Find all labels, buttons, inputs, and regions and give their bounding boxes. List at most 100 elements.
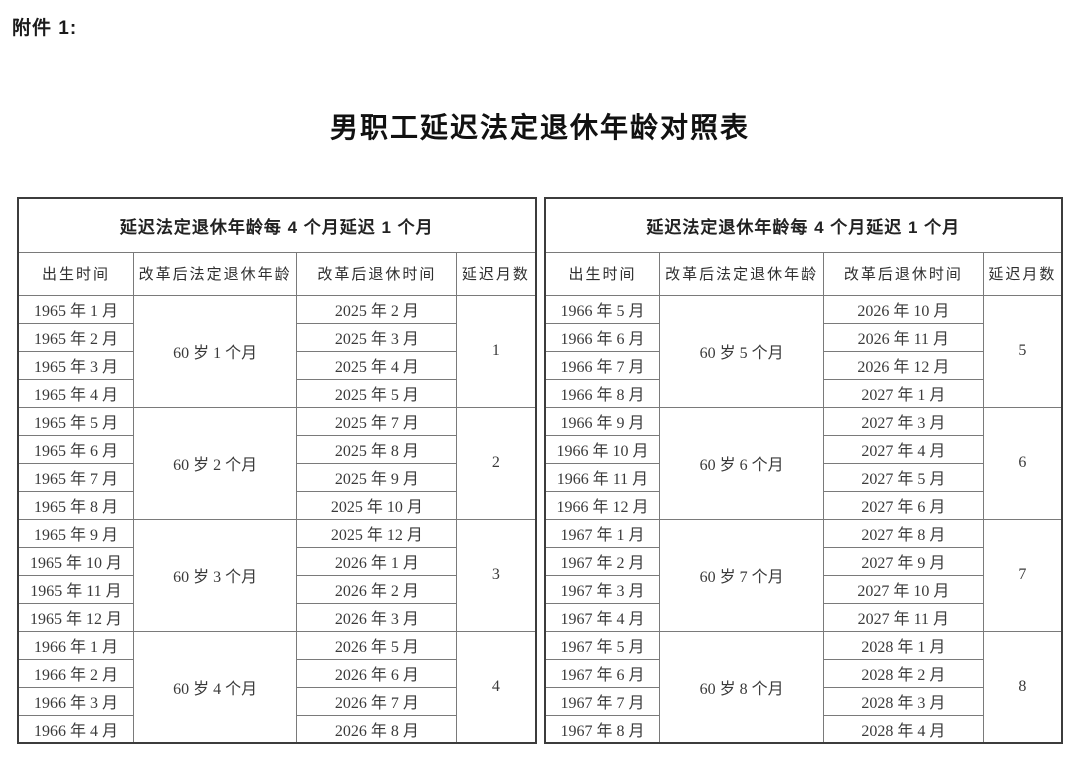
delay-months-cell: 1 [456, 294, 536, 408]
birth-month-cell: 1967 年 6 月 [543, 658, 661, 688]
retirement-table-left-panel: 延迟法定退休年龄每 4 个月延迟 1 个月 出生时间 改革后法定退休年龄 改革后… [17, 197, 537, 744]
birth-month-cell: 1966 年 1 月 [17, 630, 134, 660]
retire-month-cell: 2027 年 9 月 [822, 546, 984, 576]
retire-month-cell: 2026 年 11 月 [822, 322, 984, 352]
birth-month-cell: 1967 年 7 月 [543, 686, 661, 716]
column-header-retirement-age: 改革后法定退休年龄 [132, 251, 298, 296]
column-header-retirement-age: 改革后法定退休年龄 [659, 251, 824, 296]
birth-month-cell: 1965 年 10 月 [17, 546, 134, 576]
retire-month-cell: 2028 年 3 月 [822, 686, 984, 716]
birth-month-cell: 1966 年 12 月 [543, 490, 661, 520]
retire-month-cell: 2025 年 5 月 [296, 378, 458, 408]
birth-month-cell: 1966 年 2 月 [17, 658, 134, 688]
table-row: 1965 年 2 月 2025 年 3 月 [17, 322, 536, 352]
group-header: 延迟法定退休年龄每 4 个月延迟 1 个月 [17, 197, 536, 253]
birth-month-cell: 1966 年 5 月 [543, 294, 661, 324]
birth-month-cell: 1967 年 8 月 [543, 714, 661, 744]
birth-month-cell: 1967 年 4 月 [543, 602, 661, 632]
retirement-age-cell: 60 岁 4 个月 [132, 630, 298, 744]
retire-month-cell: 2025 年 4 月 [296, 350, 458, 380]
delay-months-cell: 8 [982, 630, 1063, 744]
group-header: 延迟法定退休年龄每 4 个月延迟 1 个月 [544, 197, 1063, 253]
birth-month-cell: 1966 年 3 月 [17, 686, 134, 716]
retirement-age-cell: 60 岁 2 个月 [132, 406, 298, 520]
comparison-tables-container: 延迟法定退休年龄每 4 个月延迟 1 个月 出生时间 改革后法定退休年龄 改革后… [17, 197, 1063, 744]
retire-month-cell: 2027 年 5 月 [822, 462, 984, 492]
birth-month-cell: 1967 年 5 月 [543, 630, 661, 660]
retire-month-cell: 2028 年 4 月 [822, 714, 984, 744]
table-row: 1966 年 6 月 2026 年 11 月 [543, 322, 1063, 352]
attachment-label: 附件 1: [12, 18, 78, 39]
delay-months-cell: 3 [456, 518, 536, 632]
birth-month-cell: 1965 年 12 月 [17, 602, 134, 632]
column-header-retire-time: 改革后退休时间 [822, 251, 984, 296]
table-row: 1965 年 6 月 2025 年 8 月 [17, 434, 536, 464]
table-row: 1965 年 3 月 2025 年 4 月 [17, 350, 536, 380]
retire-month-cell: 2025 年 10 月 [296, 490, 458, 520]
table-row: 1965 年 4 月 2025 年 5 月 [17, 378, 536, 408]
birth-month-cell: 1965 年 11 月 [17, 574, 134, 604]
retire-month-cell: 2026 年 7 月 [296, 686, 458, 716]
table-row: 1965 年 11 月 2026 年 2 月 [17, 574, 536, 604]
retire-month-cell: 2026 年 12 月 [822, 350, 984, 380]
page-title: 男职工延迟法定退休年龄对照表 [329, 113, 750, 144]
retire-month-cell: 2027 年 4 月 [822, 434, 984, 464]
column-header-delay-months: 延迟月数 [982, 251, 1063, 296]
column-header-retire-time: 改革后退休时间 [296, 251, 458, 296]
birth-month-cell: 1965 年 3 月 [17, 350, 134, 380]
birth-month-cell: 1966 年 11 月 [543, 462, 661, 492]
table-row: 1967 年 6 月 2028 年 2 月 [543, 658, 1063, 688]
retirement-age-cell: 60 岁 7 个月 [659, 518, 824, 632]
retire-month-cell: 2027 年 1 月 [822, 378, 984, 408]
column-header-row: 出生时间 改革后法定退休年龄 改革后退休时间 延迟月数 [543, 251, 1063, 296]
retire-month-cell: 2027 年 6 月 [822, 490, 984, 520]
retire-month-cell: 2025 年 3 月 [296, 322, 458, 352]
table-row: 1966 年 11 月 2027 年 5 月 [543, 462, 1063, 492]
birth-month-cell: 1965 年 1 月 [17, 294, 134, 324]
retire-month-cell: 2026 年 6 月 [296, 658, 458, 688]
retire-month-cell: 2026 年 1 月 [296, 546, 458, 576]
retire-month-cell: 2026 年 10 月 [822, 294, 984, 324]
birth-month-cell: 1966 年 4 月 [17, 714, 134, 744]
delay-months-cell: 6 [982, 406, 1063, 520]
table-row: 1967 年 8 月 2028 年 4 月 [543, 714, 1063, 744]
table-row: 1965 年 8 月 2025 年 10 月 [17, 490, 536, 520]
retire-month-cell: 2027 年 11 月 [822, 602, 984, 632]
retire-month-cell: 2025 年 7 月 [296, 406, 458, 436]
retire-month-cell: 2027 年 10 月 [822, 574, 984, 604]
birth-month-cell: 1966 年 10 月 [543, 434, 661, 464]
birth-month-cell: 1965 年 7 月 [17, 462, 134, 492]
birth-month-cell: 1965 年 9 月 [17, 518, 134, 548]
retire-month-cell: 2027 年 3 月 [822, 406, 984, 436]
column-header-row: 出生时间 改革后法定退休年龄 改革后退休时间 延迟月数 [17, 251, 536, 296]
birth-month-cell: 1965 年 4 月 [17, 378, 134, 408]
birth-month-cell: 1966 年 7 月 [543, 350, 661, 380]
retirement-age-cell: 60 岁 1 个月 [132, 294, 298, 408]
table-row: 1965 年 10 月 2026 年 1 月 [17, 546, 536, 576]
group-header-row: 延迟法定退休年龄每 4 个月延迟 1 个月 [544, 197, 1063, 253]
delay-months-cell: 4 [456, 630, 536, 744]
birth-month-cell: 1966 年 9 月 [543, 406, 661, 436]
retirement-age-cell: 60 岁 5 个月 [659, 294, 824, 408]
retire-month-cell: 2025 年 12 月 [296, 518, 458, 548]
table-row: 1967 年 7 月 2028 年 3 月 [543, 686, 1063, 716]
retirement-age-cell: 60 岁 8 个月 [659, 630, 824, 744]
column-header-delay-months: 延迟月数 [456, 251, 536, 296]
retire-month-cell: 2025 年 2 月 [296, 294, 458, 324]
table-row: 1966 年 7 月 2026 年 12 月 [543, 350, 1063, 380]
birth-month-cell: 1967 年 2 月 [543, 546, 661, 576]
table-row: 1966 年 8 月 2027 年 1 月 [543, 378, 1063, 408]
retire-month-cell: 2027 年 8 月 [822, 518, 984, 548]
retire-month-cell: 2028 年 2 月 [822, 658, 984, 688]
retirement-table-right-panel: 延迟法定退休年龄每 4 个月延迟 1 个月 出生时间 改革后法定退休年龄 改革后… [543, 197, 1063, 744]
retirement-age-cell: 60 岁 6 个月 [659, 406, 824, 520]
retire-month-cell: 2026 年 2 月 [296, 574, 458, 604]
delay-months-cell: 2 [456, 406, 536, 520]
